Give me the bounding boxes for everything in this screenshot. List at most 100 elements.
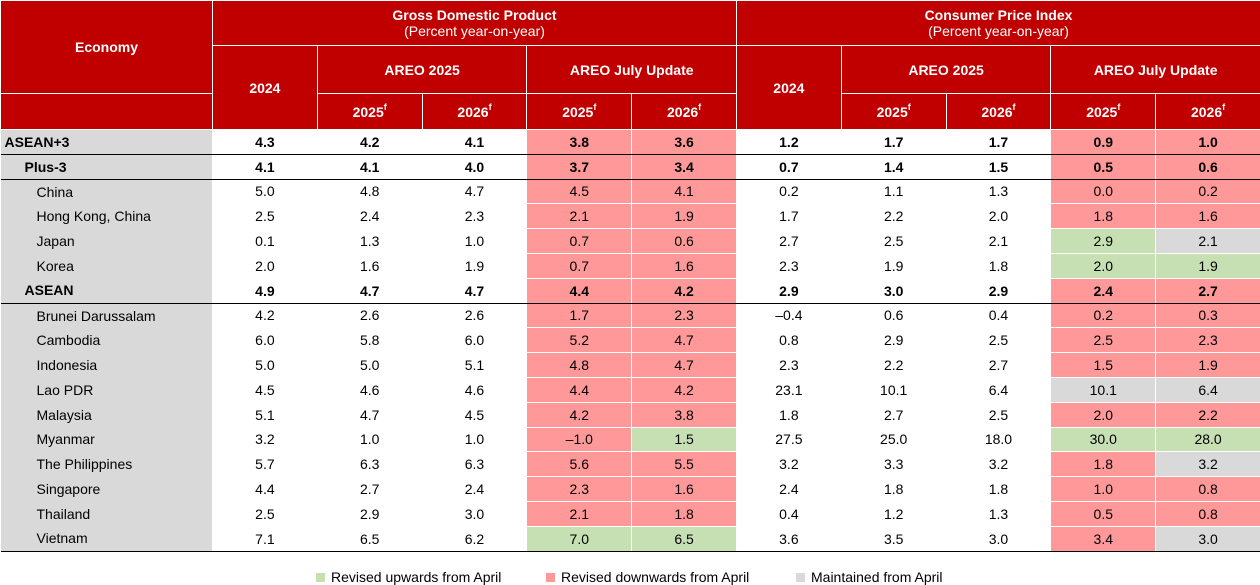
cpi-value-cell: 0.2 [736,179,842,205]
table-row: Korea 2.0 1.6 1.9 0.7 1.6 2.3 1.9 1.8 2.0 1.9 [0,253,1260,279]
gdp-value-cell: 4.2 [212,303,318,329]
cpi-value-cell: 2.2 [841,203,947,230]
cpi-july-update-header: AREO July Update [1050,45,1260,94]
gray-swatch-icon [796,572,805,582]
cpi-value-cell: 0.4 [736,501,842,527]
gdp-value-cell: –1.0 [526,427,633,453]
gdp-value-cell: 4.2 [317,129,423,155]
cpi-value-cell: 2.3 [1155,327,1260,354]
cpi-value-cell: 2.1 [1155,228,1260,254]
cpi-value-cell: 0.0 [1050,179,1157,205]
legend-item-up: Revised upwards from April [316,569,501,585]
gdp-value-cell: 4.7 [631,352,737,378]
cpi-header: Consumer Price Index (Percent year-on-ye… [735,0,1260,46]
cpi-value-cell: 0.5 [1050,501,1157,527]
cpi-value-cell: 2.5 [1050,327,1157,354]
cpi-value-cell: 2.0 [1050,253,1157,279]
cpi-value-cell: 2.4 [736,476,842,502]
cpi-value-cell: 0.9 [1050,129,1157,155]
cpi-value-cell: 23.1 [736,377,842,403]
gdp-value-cell: 5.0 [317,352,423,378]
cpi-value-cell: 1.5 [946,154,1052,180]
cpi-areo2025-header: AREO 2025 [840,45,1052,94]
gdp-value-cell: 3.8 [631,402,737,428]
cpi-subtitle: (Percent year-on-year) [928,23,1069,39]
gdp-value-cell: 4.5 [526,179,633,205]
cpi-value-cell: 0.6 [1155,154,1260,180]
gdp-value-cell: 2.9 [317,501,423,527]
cpi-value-cell: 1.2 [841,501,947,527]
gdp-2024-header: 2024 [212,45,318,130]
legend: Revised upwards from April Revised downw… [0,567,1260,585]
gdp-value-cell: 1.0 [317,427,423,453]
gdp-value-cell: 4.5 [422,402,528,428]
cpi-value-cell: 0.7 [736,154,842,180]
red-swatch-icon [546,572,555,582]
cpi-value-cell: 1.0 [1050,476,1157,502]
economy-header: Economy [0,0,213,94]
gdp-areo-2025f-header: 2025f [316,93,423,130]
gdp-value-cell: 4.7 [317,402,423,428]
gdp-value-cell: 7.0 [526,526,633,552]
cpi-value-cell: 1.8 [736,402,842,428]
gdp-value-cell: 1.5 [631,427,737,453]
cpi-value-cell: 2.2 [1155,402,1260,428]
cpi-value-cell: 25.0 [841,427,947,453]
economy-name: Thailand [0,501,213,527]
cpi-value-cell: 2.7 [946,352,1052,378]
cpi-value-cell: 18.0 [946,427,1052,453]
table-row: Malaysia 5.1 4.7 4.5 4.2 3.8 1.8 2.7 2.5 2.0 2.2 [0,402,1260,428]
cpi-value-cell: 3.4 [1050,526,1157,552]
cpi-value-cell: 1.8 [946,253,1052,279]
cpi-value-cell: 0.8 [736,327,842,354]
gdp-value-cell: 3.6 [631,129,737,155]
gdp-value-cell: 2.3 [422,203,528,230]
table-row: Vietnam 7.1 6.5 6.2 7.0 6.5 3.6 3.5 3.0 3.4 3.0 [0,526,1260,552]
gdp-value-cell: 4.8 [526,352,633,378]
gdp-value-cell: 4.4 [526,377,633,403]
cpi-value-cell: 1.2 [736,129,842,155]
gdp-value-cell: 1.9 [422,253,528,279]
cpi-value-cell: 1.7 [946,129,1052,155]
table-row: China 5.0 4.8 4.7 4.5 4.1 0.2 1.1 1.3 0.0 0.2 [0,179,1260,205]
cpi-value-cell: 6.4 [946,377,1052,403]
gdp-value-cell: 1.3 [317,228,423,254]
economy-name: Malaysia [0,402,213,428]
gdp-value-cell: 1.6 [317,253,423,279]
gdp-value-cell: 3.8 [526,129,633,155]
forecast-table: Economy Gross Domestic Product (Percent … [0,0,1260,552]
gdp-value-cell: 4.1 [631,179,737,205]
cpi-areo-2026f-header: 2026f [945,93,1052,130]
gdp-value-cell: 1.0 [422,427,528,453]
cpi-areo-2025f-header: 2025f [840,93,947,130]
gdp-value-cell: 4.7 [422,179,528,205]
cpi-value-cell: 0.8 [1155,501,1260,527]
cpi-value-cell: 1.8 [946,476,1052,502]
gdp-value-cell: 4.1 [212,154,318,180]
legend-same-label: Maintained from April [811,569,943,585]
gdp-value-cell: 3.0 [422,501,528,527]
gdp-value-cell: 4.9 [212,278,318,304]
gdp-areo-2026f-header: 2026f [421,93,528,130]
gdp-value-cell: 6.0 [212,327,318,354]
cpi-value-cell: 1.4 [841,154,947,180]
cpi-value-cell: 2.7 [1155,278,1260,304]
economy-header-spacer [0,93,213,130]
legend-item-down: Revised downwards from April [546,569,749,585]
cpi-value-cell: 2.5 [946,327,1052,354]
gdp-july-update-header: AREO July Update [526,45,737,94]
gdp-areo2025-header: AREO 2025 [316,45,528,94]
gdp-value-cell: 4.6 [422,377,528,403]
gdp-value-cell: 5.1 [212,402,318,428]
gdp-value-cell: 4.4 [526,278,633,304]
cpi-value-cell: 27.5 [736,427,842,453]
cpi-value-cell: 1.6 [1155,203,1260,230]
cpi-july-2026f-header: 2026f [1155,93,1260,130]
gdp-value-cell: 2.5 [212,501,318,527]
cpi-value-cell: 2.1 [946,228,1052,254]
cpi-value-cell: 3.6 [736,526,842,552]
economy-name: Lao PDR [0,377,213,403]
gdp-value-cell: 2.4 [422,476,528,502]
gdp-value-cell: 4.1 [422,129,528,155]
